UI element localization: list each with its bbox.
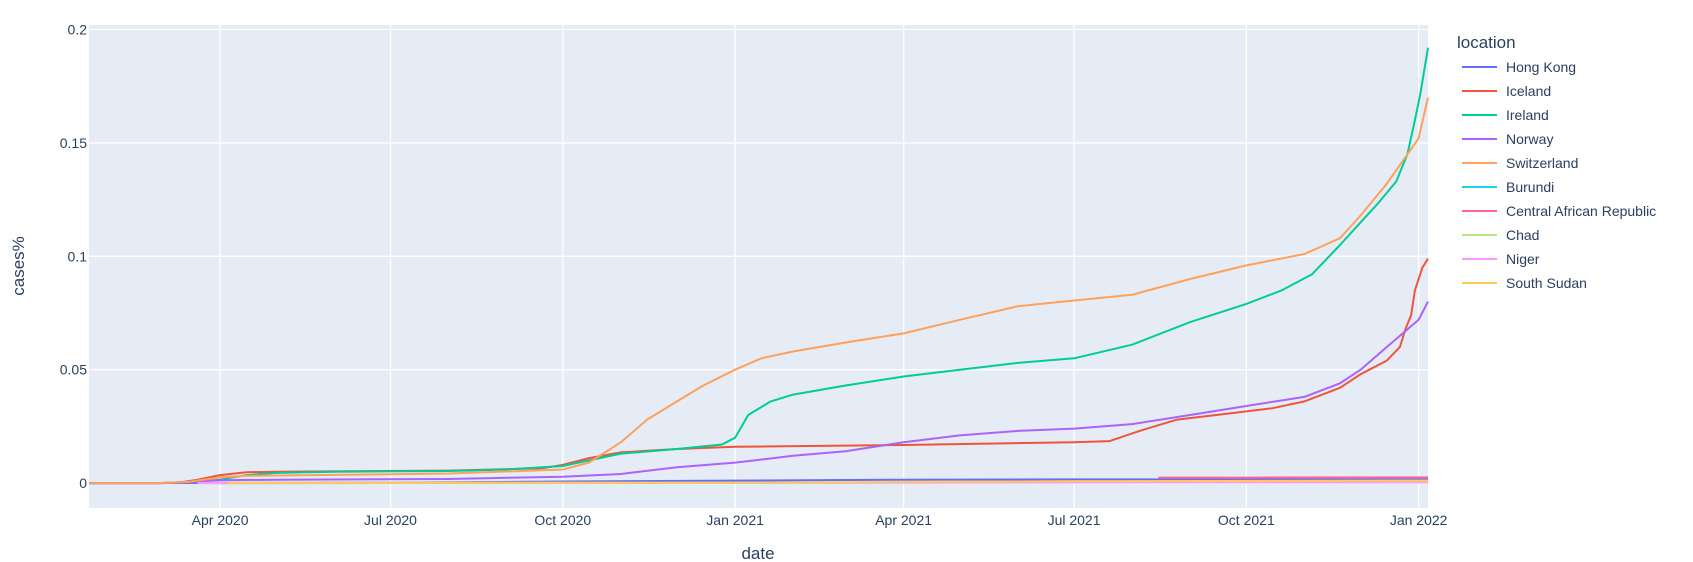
legend-label: Ireland	[1506, 107, 1549, 123]
legend-label: Switzerland	[1506, 155, 1578, 171]
series-line-iceland	[89, 258, 1429, 485]
x-tick-label: Apr 2020	[192, 512, 249, 528]
legend-item-chad[interactable]: Chad	[1462, 227, 1539, 243]
y-tick-labels: 0 0.05 0.1 0.15 0.2	[60, 22, 87, 492]
y-axis-label: cases%	[9, 236, 28, 296]
series-lines	[88, 47, 1429, 485]
x-gridlines	[219, 25, 1420, 508]
y-tick-label: 0.05	[60, 362, 87, 378]
legend-label: Norway	[1506, 131, 1553, 147]
legend-label: Hong Kong	[1506, 59, 1576, 75]
series-line-ireland	[89, 47, 1429, 485]
series-line-hong-kong	[88, 478, 1429, 485]
x-tick-label: Jul 2020	[364, 512, 417, 528]
y-tick-label: 0.2	[68, 22, 88, 38]
y-tick-label: 0	[79, 475, 87, 491]
legend-title: location	[1457, 33, 1516, 52]
legend-label: Niger	[1506, 251, 1540, 267]
legend-label: Burundi	[1506, 179, 1554, 195]
y-tick-label: 0.1	[68, 248, 88, 264]
legend-label: Central African Republic	[1506, 203, 1656, 219]
plot-background	[89, 25, 1428, 508]
x-axis-label: date	[741, 544, 774, 562]
legend-item-south-sudan[interactable]: South Sudan	[1462, 275, 1587, 291]
series-line-south-sudan	[227, 479, 1429, 485]
x-tick-label: Jan 2022	[1390, 512, 1448, 528]
x-tick-labels: Apr 2020 Jul 2020 Oct 2020 Jan 2021 Apr 2021…	[192, 512, 1448, 528]
legend-item-iceland[interactable]: Iceland	[1462, 83, 1551, 99]
legend-item-central-african-republic[interactable]: Central African Republic	[1462, 203, 1656, 219]
legend-item-ireland[interactable]: Ireland	[1462, 107, 1549, 123]
legend-label: Iceland	[1506, 83, 1551, 99]
series-line-switzerland	[89, 97, 1429, 485]
x-tick-label: Oct 2021	[1218, 512, 1275, 528]
x-tick-label: Apr 2021	[875, 512, 932, 528]
legend-item-hong-kong[interactable]: Hong Kong	[1462, 59, 1576, 75]
legend-item-norway[interactable]: Norway	[1462, 131, 1553, 147]
x-tick-label: Jan 2021	[706, 512, 764, 528]
y-tick-label: 0.15	[60, 135, 87, 151]
legend: location Hong Kong Iceland Ireland Norway Sw…	[1457, 33, 1656, 291]
legend-item-niger[interactable]: Niger	[1462, 251, 1540, 267]
legend-label: Chad	[1506, 227, 1539, 243]
legend-item-burundi[interactable]: Burundi	[1462, 179, 1554, 195]
legend-item-switzerland[interactable]: Switzerland	[1462, 155, 1578, 171]
legend-label: South Sudan	[1506, 275, 1587, 291]
x-tick-label: Oct 2020	[534, 512, 591, 528]
x-tick-label: Jul 2021	[1048, 512, 1101, 528]
series-line-norway	[89, 301, 1429, 485]
